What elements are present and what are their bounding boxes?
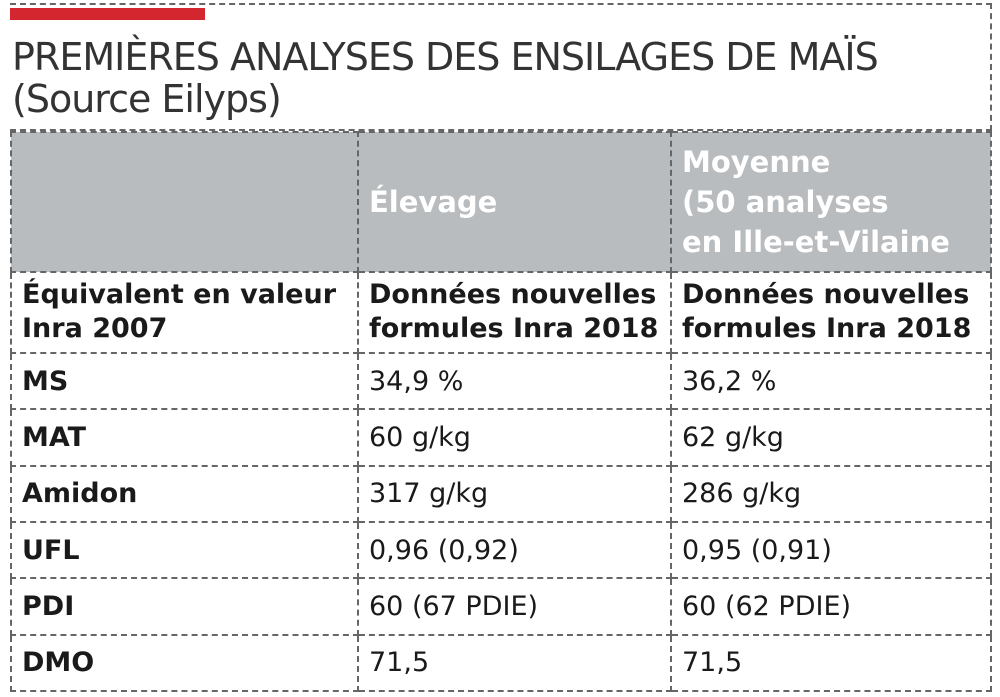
table-row: PDI 60 (67 PDIE) 60 (62 PDIE) bbox=[10, 577, 992, 636]
header-elevage: Élevage bbox=[357, 131, 672, 273]
row-elevage-value: 71,5 bbox=[357, 633, 672, 693]
header-moyenne-line: Moyenne bbox=[682, 144, 831, 179]
title-line-2: (Source Eilyps) bbox=[12, 77, 282, 121]
title-box bbox=[10, 3, 992, 131]
row-label: MS bbox=[10, 352, 359, 411]
subheader-elevage: Données nouvelles formules Inra 2018 bbox=[357, 270, 672, 355]
row-label: DMO bbox=[10, 633, 359, 693]
page-title: PREMIÈRES ANALYSES DES ENSILAGES DE MAÏS… bbox=[12, 35, 879, 121]
row-elevage-value: 317 g/kg bbox=[357, 464, 672, 524]
table-row: UFL 0,96 (0,92) 0,95 (0,91) bbox=[10, 521, 992, 580]
row-elevage-value: 0,96 (0,92) bbox=[357, 521, 672, 580]
table-row: MAT 60 g/kg 62 g/kg bbox=[10, 408, 992, 467]
header-empty-cell bbox=[10, 131, 359, 273]
header-moyenne-line: (50 analyses bbox=[682, 184, 889, 219]
subheader-line: Données nouvelles bbox=[369, 279, 657, 311]
subheader-line: Données nouvelles bbox=[682, 279, 970, 311]
row-label: Amidon bbox=[10, 464, 359, 524]
row-moyenne-value: 71,5 bbox=[670, 633, 992, 693]
subheader-line: formules Inra 2018 bbox=[682, 313, 972, 345]
table-row: MS 34,9 % 36,2 % bbox=[10, 352, 992, 411]
subheader-line: Équivalent en valeur bbox=[22, 279, 337, 311]
row-moyenne-value: 286 g/kg bbox=[670, 464, 992, 524]
table-row: DMO 71,5 71,5 bbox=[10, 633, 992, 693]
table-header-row: Élevage Moyenne (50 analyses en Ille-et-… bbox=[10, 131, 992, 273]
subheader-line: Inra 2007 bbox=[22, 313, 168, 345]
row-label: PDI bbox=[10, 577, 359, 636]
row-elevage-value: 34,9 % bbox=[357, 352, 672, 411]
row-elevage-value: 60 g/kg bbox=[357, 408, 672, 467]
subheader-moyenne: Données nouvelles formules Inra 2018 bbox=[670, 270, 992, 355]
row-moyenne-value: 0,95 (0,91) bbox=[670, 521, 992, 580]
subheader-equivalent: Équivalent en valeur Inra 2007 bbox=[10, 270, 359, 355]
table-subheader-row: Équivalent en valeur Inra 2007 Données n… bbox=[10, 270, 992, 355]
row-elevage-value: 60 (67 PDIE) bbox=[357, 577, 672, 636]
title-line-1: PREMIÈRES ANALYSES DES ENSILAGES DE MAÏS bbox=[12, 35, 879, 79]
header-moyenne: Moyenne (50 analyses en Ille-et-Vilaine bbox=[670, 131, 992, 273]
analysis-table: Élevage Moyenne (50 analyses en Ille-et-… bbox=[10, 131, 992, 693]
row-moyenne-value: 36,2 % bbox=[670, 352, 992, 411]
row-moyenne-value: 62 g/kg bbox=[670, 408, 992, 467]
accent-bar bbox=[10, 8, 205, 20]
header-moyenne-line: en Ille-et-Vilaine bbox=[682, 224, 950, 259]
row-label: MAT bbox=[10, 408, 359, 467]
table-row: Amidon 317 g/kg 286 g/kg bbox=[10, 464, 992, 524]
subheader-line: formules Inra 2018 bbox=[369, 313, 659, 345]
row-moyenne-value: 60 (62 PDIE) bbox=[670, 577, 992, 636]
row-label: UFL bbox=[10, 521, 359, 580]
